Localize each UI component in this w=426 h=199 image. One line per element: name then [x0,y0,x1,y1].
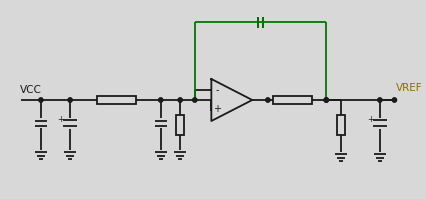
Text: +: + [57,115,63,125]
Circle shape [39,98,43,102]
Circle shape [323,98,328,102]
Circle shape [158,98,162,102]
Bar [176,115,184,135]
Text: VCC: VCC [20,85,41,95]
Circle shape [323,98,328,102]
Circle shape [68,98,72,102]
Circle shape [192,98,196,102]
Circle shape [265,98,269,102]
Text: -: - [215,86,219,96]
Circle shape [178,98,182,102]
Bar [272,96,311,104]
Text: +: + [366,115,373,125]
Text: +: + [213,104,221,114]
Bar [97,96,136,104]
Text: VREF: VREF [395,83,422,93]
Circle shape [391,98,396,102]
Bar [336,115,344,135]
Circle shape [377,98,381,102]
